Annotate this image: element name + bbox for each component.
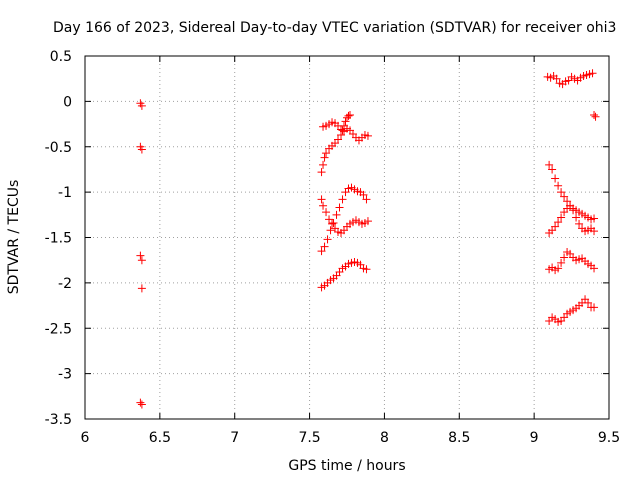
series-arc-j: [545, 295, 599, 326]
data-point: [341, 117, 350, 126]
data-point: [337, 130, 346, 139]
data-point: [554, 181, 563, 190]
series-arc-c: [317, 195, 372, 237]
data-point: [554, 264, 563, 273]
data-point: [137, 145, 146, 154]
data-point: [136, 398, 145, 407]
data-point: [569, 206, 578, 215]
y-tick-label: 0.5: [50, 49, 72, 65]
data-point: [323, 235, 332, 244]
series-arc-i: [545, 248, 599, 275]
data-point: [137, 256, 146, 265]
series-arc-e: [317, 258, 371, 292]
data-point: [590, 264, 599, 273]
data-point: [335, 203, 344, 212]
data-point: [317, 247, 326, 256]
y-tick-label: -0.5: [45, 140, 72, 156]
data-point: [557, 258, 566, 267]
data-point: [317, 168, 326, 177]
axis-ticks: 6 6.5 7 7.5 8 8.5 9 9.5 0.5 0 -0.5 -1 -1.5 -2 -2.5 -3 -3…: [45, 49, 620, 446]
x-tick-label: 7: [230, 430, 239, 446]
data-point: [551, 222, 560, 231]
data-point: [563, 197, 572, 206]
data-point: [332, 210, 341, 219]
series-arc-f: [543, 69, 600, 121]
y-tick-label: -2: [58, 276, 72, 292]
data-point: [137, 400, 146, 409]
x-tick-label: 6.5: [149, 430, 171, 446]
x-tick-label: 9: [530, 430, 539, 446]
data-point: [322, 149, 331, 158]
series-arc-b: [317, 110, 354, 177]
data-point: [326, 226, 335, 235]
data-point: [319, 160, 328, 169]
series-arc-d: [317, 183, 371, 256]
plot-frame: [84, 55, 610, 420]
data-point: [136, 251, 145, 260]
y-tick-label: 0: [63, 94, 72, 110]
data-point: [560, 253, 569, 262]
data-point: [590, 110, 599, 119]
data-point: [359, 190, 368, 199]
data-point: [552, 74, 561, 83]
y-tick-label: -1.5: [45, 231, 72, 247]
data-point: [320, 242, 329, 251]
data-point: [548, 165, 557, 174]
grid-lines: [85, 56, 609, 419]
data-point: [551, 174, 560, 183]
data-point: [560, 192, 569, 201]
series-early: [136, 99, 146, 409]
data-point: [584, 298, 593, 307]
data-point: [554, 218, 563, 227]
data-point: [590, 303, 599, 312]
y-axis-label: SDTVAR / TECUs: [6, 180, 22, 295]
data-point: [590, 227, 599, 236]
data-point: [329, 218, 338, 227]
x-tick-label: 6: [81, 430, 90, 446]
y-tick-label: -3.5: [45, 412, 72, 428]
data-point: [557, 188, 566, 197]
data-point: [362, 195, 371, 204]
data-point: [572, 213, 581, 222]
data-point: [319, 201, 328, 210]
data-point: [363, 131, 372, 140]
data-point: [328, 219, 337, 228]
y-tick-label: -2.5: [45, 321, 72, 337]
x-tick-label: 7.5: [298, 430, 320, 446]
data-point: [591, 112, 600, 121]
data-point: [557, 213, 566, 222]
x-tick-label: 8: [380, 430, 389, 446]
data-point: [325, 215, 334, 224]
series-arc-g: [545, 160, 599, 224]
x-axis-label: GPS time / hours: [288, 458, 405, 474]
data-points: [136, 69, 600, 409]
data-point: [137, 101, 146, 110]
data-point: [340, 121, 349, 130]
data-point: [338, 126, 347, 135]
data-point: [566, 201, 575, 210]
data-point: [588, 69, 597, 78]
y-tick-label: -1: [58, 185, 72, 201]
x-tick-label: 9.5: [598, 430, 620, 446]
data-point: [317, 195, 326, 204]
data-point: [137, 284, 146, 293]
data-point: [338, 195, 347, 204]
data-point: [545, 160, 554, 169]
data-point: [322, 208, 331, 217]
data-point: [362, 265, 371, 274]
x-tick-label: 8.5: [448, 430, 470, 446]
data-point: [345, 110, 354, 119]
data-point: [575, 219, 584, 228]
y-tick-label: -3: [58, 367, 72, 383]
data-point: [334, 135, 343, 144]
data-point: [363, 217, 372, 226]
data-point: [590, 214, 599, 223]
data-point: [344, 111, 353, 120]
chart-title: Day 166 of 2023, Sidereal Day-to-day VTE…: [53, 20, 616, 36]
data-point: [320, 153, 329, 162]
series-arc-h: [545, 201, 599, 237]
